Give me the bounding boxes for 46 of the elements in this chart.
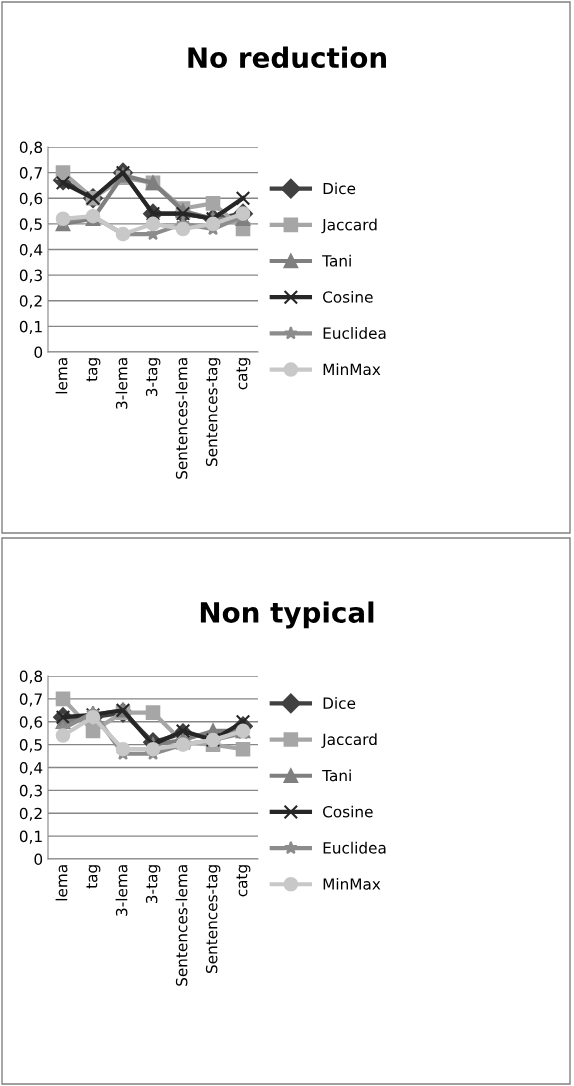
x-tick-label: catg [236, 865, 251, 897]
legend-label: Euclidea [323, 841, 386, 854]
x-tick-label: 3-lema [115, 358, 128, 409]
y-tick-label: 0,8 [19, 141, 43, 155]
y-tick-label: 0,4 [19, 761, 43, 776]
chart-title: No reduction [188, 46, 386, 69]
legend-label: Dice [323, 182, 356, 195]
x-tick-label: 3-tag [145, 358, 161, 396]
x-tick-label: Sentences-tag [205, 865, 221, 974]
x-tick-label: 3-lema [115, 865, 128, 916]
y-tick-label: 0,1 [19, 830, 42, 844]
chart-title: Non typical [200, 601, 374, 629]
x-tick-label: lema [55, 865, 68, 901]
legend-label: Tani [322, 769, 351, 782]
y-tick-label: 0,1 [19, 320, 42, 334]
y-tick-label: 0,6 [19, 192, 43, 206]
y-tick-label: 0 [34, 853, 43, 866]
y-tick-label: 0,3 [19, 269, 42, 283]
y-tick-label: 0,3 [19, 784, 42, 798]
legend-label: Tani [322, 254, 351, 267]
legend-label: Cosine [323, 805, 373, 818]
y-tick-label: 0,2 [19, 295, 42, 309]
y-tick-label: 0,5 [19, 739, 42, 753]
y-tick-label: 0,6 [19, 716, 43, 730]
y-tick-label: 0,7 [19, 693, 42, 707]
x-tick-label: Sentences-tag [205, 358, 221, 467]
x-tick-label: Sentences-lema [175, 865, 188, 986]
x-tick-label: catg [236, 358, 251, 390]
y-tick-label: 0,8 [19, 670, 43, 684]
legend-label: Cosine [323, 290, 373, 303]
y-tick-label: 0,2 [19, 807, 42, 821]
y-tick-label: 0,7 [19, 167, 42, 181]
y-tick-label: 0,5 [19, 218, 42, 232]
x-tick-label: 3-tag [145, 865, 161, 903]
x-tick-label: tag [86, 865, 101, 889]
legend-label: MinMax [323, 877, 381, 890]
legend-label: Jaccard [321, 218, 377, 234]
legend-label: Jaccard [321, 733, 377, 748]
legend-label: Dice [323, 697, 356, 709]
legend-label: Euclidea [323, 327, 386, 339]
x-tick-label: Sentences-lema [175, 358, 188, 479]
y-tick-label: 0,4 [19, 243, 43, 258]
legend-label: MinMax [323, 363, 381, 376]
x-tick-label: lema [55, 358, 68, 394]
x-tick-label: tag [86, 358, 101, 382]
y-tick-label: 0 [34, 346, 43, 359]
